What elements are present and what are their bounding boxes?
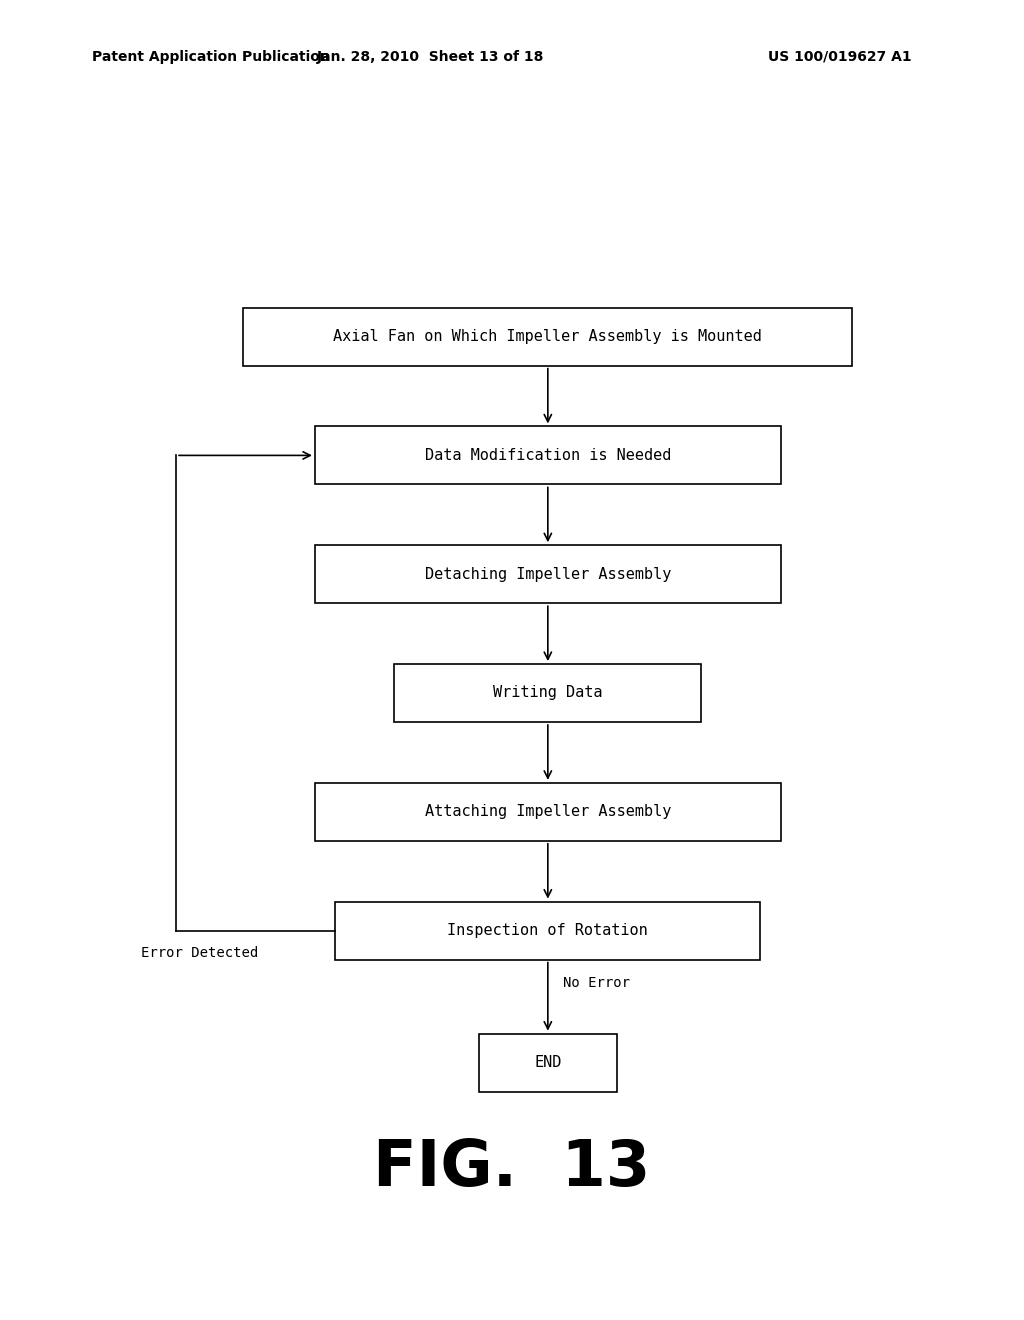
Text: Patent Application Publication: Patent Application Publication [92,50,330,63]
Text: END: END [535,1055,561,1071]
Text: Data Modification is Needed: Data Modification is Needed [425,447,671,463]
Text: Axial Fan on Which Impeller Assembly is Mounted: Axial Fan on Which Impeller Assembly is … [334,329,762,345]
Text: Jan. 28, 2010  Sheet 13 of 18: Jan. 28, 2010 Sheet 13 of 18 [316,50,544,63]
Text: Error Detected: Error Detected [141,946,259,960]
Bar [244,308,852,366]
Bar [315,426,780,484]
Bar [315,545,780,603]
Text: US 100/019627 A1: US 100/019627 A1 [768,50,911,63]
Bar [315,783,780,841]
Text: Writing Data: Writing Data [494,685,602,701]
Text: No Error: No Error [563,977,630,990]
Bar [394,664,701,722]
Bar [336,902,760,960]
Text: Detaching Impeller Assembly: Detaching Impeller Assembly [425,566,671,582]
Text: Inspection of Rotation: Inspection of Rotation [447,923,648,939]
Bar [479,1034,616,1092]
Text: Attaching Impeller Assembly: Attaching Impeller Assembly [425,804,671,820]
Text: FIG.  13: FIG. 13 [374,1138,650,1199]
